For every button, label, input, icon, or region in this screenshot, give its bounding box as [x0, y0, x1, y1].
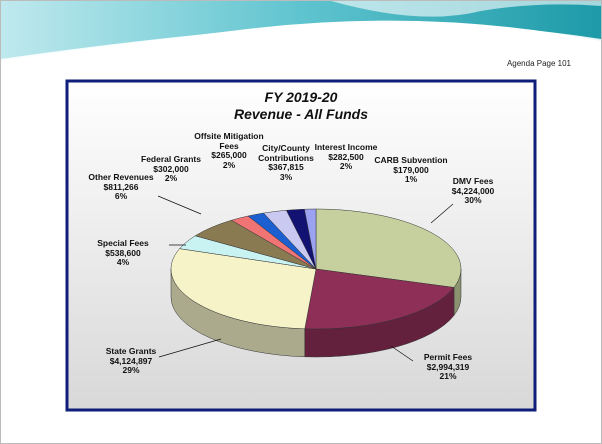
slice-percent: 30%	[428, 196, 518, 206]
slide: FY 2019-20 Revenue - All Funds Agenda Pa…	[0, 0, 602, 444]
slice-percent: 4%	[78, 258, 168, 268]
slice-percent: 29%	[86, 366, 176, 376]
slice-percent: 21%	[403, 372, 493, 382]
agenda-page: Agenda Page 101	[507, 59, 571, 68]
slice-percent: 6%	[76, 192, 166, 202]
slice-percent: 3%	[251, 173, 321, 183]
chart-title: FY 2019-20	[265, 89, 338, 105]
slice-percent: 1%	[366, 175, 456, 185]
slice-percent: 2%	[126, 174, 216, 184]
chart-subtitle: Revenue - All Funds	[234, 106, 368, 122]
